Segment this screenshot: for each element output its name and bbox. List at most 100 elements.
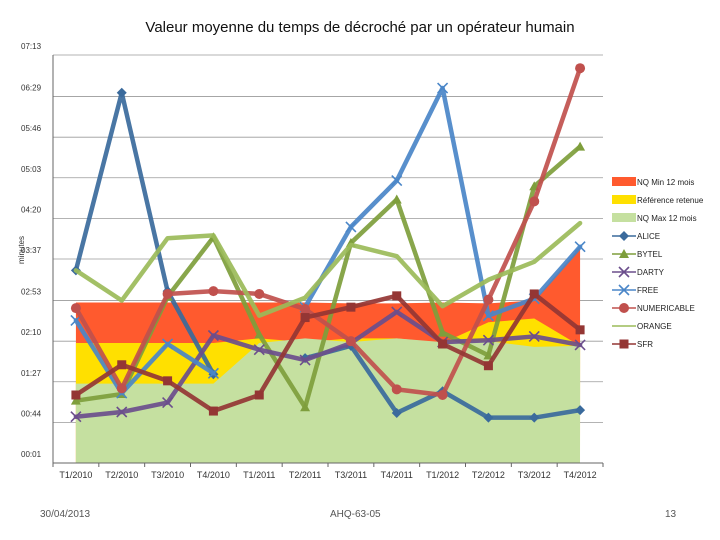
marker-stroke [299,354,311,366]
data-point-numericable [483,294,494,305]
legend-item-orange: ORANGE [612,322,672,331]
data-point-numericable [70,303,81,314]
y-tick-label: 02:53 [21,288,42,297]
data-point-sfr [117,360,127,370]
data-point-darty [162,396,174,409]
legend-marker-darty [618,266,630,278]
legend-swatch-nq-min-12-mois [612,177,636,186]
y-tick-label: 04:20 [21,205,42,214]
series [70,63,586,423]
data-point-sfr [483,361,493,371]
x-tick-label: T2/2010 [105,470,138,480]
marker-stroke [482,334,494,346]
marker-stroke [391,306,403,318]
data-point-alice [529,412,540,423]
legend-swatch-nq-max-12-mois [612,213,636,222]
data-point-bytel [575,141,586,151]
legend-item-free: FREE [612,284,658,296]
data-point-numericable [300,304,311,315]
data-point-darty [116,406,128,418]
legend-item-sfr: SFR [612,339,653,349]
legend-item-r-f-rence-retenue: Référence retenue [612,195,704,205]
series-orange [73,220,583,318]
data-point-bytel [254,329,265,339]
legend-marker-numericable [619,303,629,313]
marker-stroke [162,396,174,409]
x-tick-label: T2/2011 [289,470,321,480]
series-line-numericable [73,65,583,398]
legend-item-numericable: NUMERICABLE [612,303,695,313]
footer-page-number: 13 [665,509,677,520]
marker-stroke [618,266,630,278]
data-point-darty [70,411,82,423]
series-sfr [71,289,585,416]
marker-stroke [574,241,586,253]
y-tick-label: 00:44 [21,409,42,418]
series-line-orange [73,220,583,318]
y-tick-label: 05:03 [21,165,42,174]
data-point-darty [482,334,494,346]
data-point-darty [299,354,311,366]
legend-label-free: FREE [637,286,658,295]
data-point-bytel [437,327,448,337]
series-line-darty [73,309,583,419]
data-point-alice [483,412,494,423]
data-point-darty [574,339,586,351]
legend-marker-sfr [619,339,629,349]
marker-stroke [207,329,219,342]
legend-item-darty: DARTY [612,266,665,278]
data-point-free [482,310,494,322]
data-point-alice [575,405,586,416]
legend-item-alice: ALICE [612,231,660,241]
legend-label-nq-min-12-mois: NQ Min 12 mois [637,178,694,187]
x-tick-label: T1/2012 [426,470,459,480]
legend-item-nq-min-12-mois: NQ Min 12 mois [612,177,694,187]
legend-marker-alice [619,231,629,241]
data-point-numericable [391,384,402,395]
legend-label-darty: DARTY [637,268,665,277]
marker-stroke [618,284,630,296]
data-point-numericable [116,383,127,394]
legend-label-nq-max-12-mois: NQ Max 12 mois [637,214,697,223]
data-point-darty [528,330,540,343]
y-tick-label: 06:29 [21,84,42,93]
data-point-sfr [300,313,310,323]
series-darty [70,306,586,423]
data-point-free [391,175,403,187]
marker-stroke [528,330,540,343]
marker-stroke [116,406,128,418]
chart-title: Valeur moyenne du temps de décroché par … [145,19,575,36]
footer-date: 30/04/2013 [40,509,91,520]
data-point-alice [116,87,127,98]
data-point-bytel [70,395,81,405]
data-point-numericable [208,286,219,297]
data-point-bytel [483,350,494,360]
axes: 00:01 00:44 01:27 02:10 02:53 03:37 04:20 05:03… [17,42,604,480]
x-tick-label: T1/2010 [59,470,92,480]
marker-stroke [437,82,449,94]
data-point-sfr [392,291,402,301]
x-tick-label: T3/2010 [151,470,184,480]
data-point-numericable [529,196,540,207]
data-point-sfr [254,390,264,400]
x-tick-label: T2/2012 [472,470,505,480]
legend-label-orange: ORANGE [637,322,672,331]
data-point-sfr [438,339,448,349]
x-tick-label: T4/2011 [381,470,413,480]
data-point-free [345,221,357,233]
y-tick-label: 07:13 [21,42,42,51]
data-point-darty [391,306,403,318]
y-tick-label: 02:10 [21,328,42,337]
marker-stroke [482,310,494,322]
y-tick-label: 01:27 [21,369,42,378]
data-point-darty [253,344,265,356]
x-tick-label: T4/2012 [564,470,597,480]
legend-label-bytel: BYTEL [637,250,663,259]
data-point-sfr [346,302,356,312]
x-tick-label: T4/2010 [197,470,230,480]
legend-label-sfr: SFR [637,340,653,349]
data-point-free [574,241,586,253]
data-point-sfr [71,390,81,400]
data-point-sfr [575,325,585,335]
